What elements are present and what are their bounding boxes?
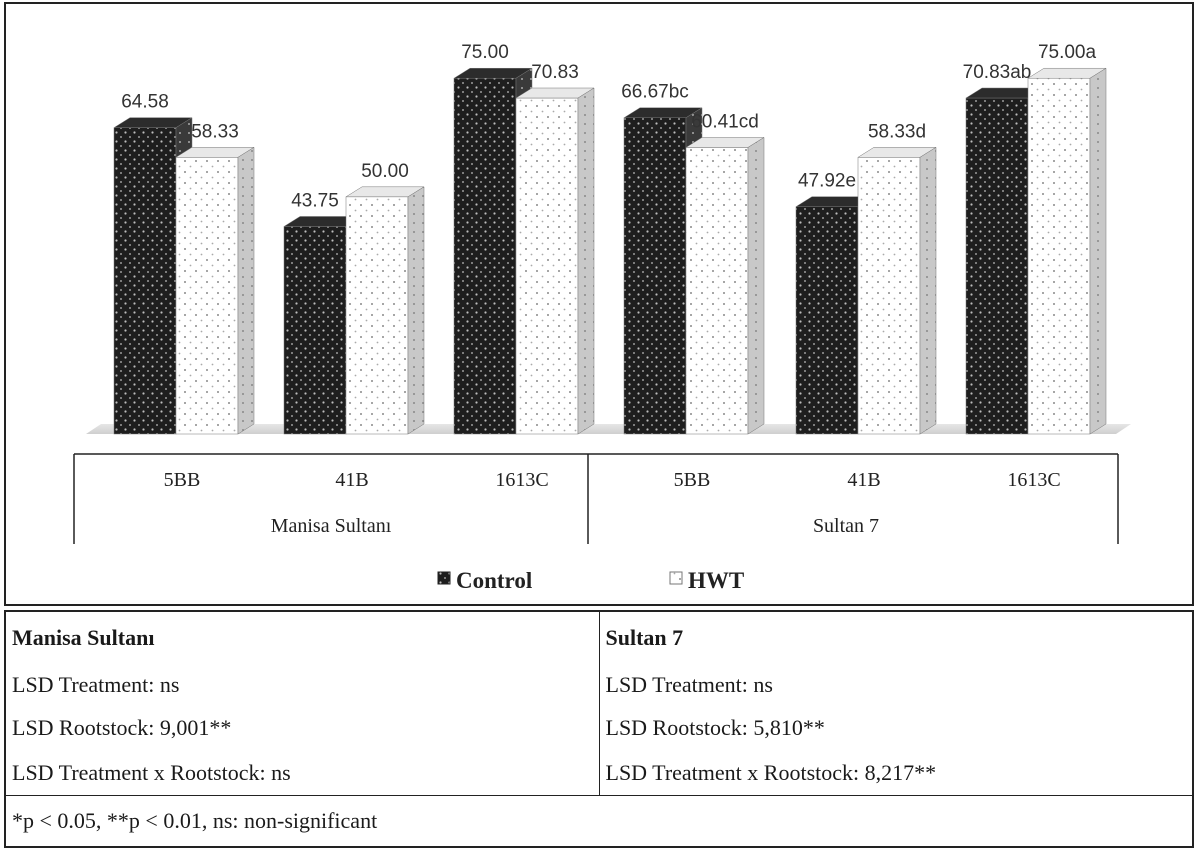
data-label-hwt-4: 58.33d xyxy=(868,121,926,142)
data-label-hwt-0: 58.33 xyxy=(191,121,239,142)
x-tick-label-3: 5BB xyxy=(674,469,711,491)
right-lsd-rootstock: LSD Rootstock: 5,810** xyxy=(598,706,1194,750)
bar-hwt-5 xyxy=(1027,67,1107,435)
data-label-control-1: 43.75 xyxy=(291,190,339,211)
data-label-control-0: 64.58 xyxy=(121,92,169,113)
group-label-1: Sultan 7 xyxy=(813,515,879,537)
bar-hwt-4 xyxy=(857,146,937,435)
group-label-0: Manisa Sultanı xyxy=(271,515,392,537)
bar-hwt-1 xyxy=(345,186,425,435)
table-left-title: Manisa Sultanı xyxy=(4,611,600,664)
legend-swatch-control xyxy=(437,571,451,585)
legend-label-hwt: HWT xyxy=(688,568,744,593)
data-label-control-4: 47.92e xyxy=(798,171,856,192)
legend-item-hwt: HWT xyxy=(669,568,744,593)
x-tick-label-2: 1613C xyxy=(495,469,548,491)
data-label-hwt-1: 50.00 xyxy=(361,161,409,182)
bar-chart: 64.58 58.33 43.75 50.00 75.00 70.83 66.67bc60.… xyxy=(73,42,1131,593)
bar-hwt-3 xyxy=(685,136,765,435)
data-label-control-5: 70.83ab xyxy=(963,62,1032,83)
bar-hwt-0 xyxy=(175,146,255,435)
left-lsd-treatment: LSD Treatment: ns xyxy=(4,663,600,707)
x-tick-label-5: 1613C xyxy=(1007,469,1060,491)
x-tick-label-4: 41B xyxy=(847,469,880,491)
right-lsd-treatment: LSD Treatment: ns xyxy=(598,663,1194,707)
data-label-hwt-3: 60.41cd xyxy=(691,111,759,132)
table-footnote: *p < 0.05, **p < 0.01, ns: non-significa… xyxy=(4,795,1193,847)
left-lsd-interaction: LSD Treatment x Rootstock: ns xyxy=(4,749,600,797)
legend-item-control: Control xyxy=(437,568,532,593)
legend-swatch-hwt xyxy=(669,571,683,585)
left-lsd-rootstock: LSD Rootstock: 9,001** xyxy=(4,706,600,750)
lsd-table: Manisa Sultanı Sultan 7 LSD Treatment: n… xyxy=(4,610,1194,848)
table-right-title: Sultan 7 xyxy=(598,611,1194,664)
data-label-control-3: 66.67bc xyxy=(621,82,689,103)
right-lsd-interaction: LSD Treatment x Rootstock: 8,217** xyxy=(598,749,1194,797)
data-label-control-2: 75.00 xyxy=(461,42,509,63)
chart-frame: 64.58 58.33 43.75 50.00 75.00 70.83 66.67bc 60.… xyxy=(4,2,1194,606)
data-label-hwt-5: 75.00a xyxy=(1038,42,1097,63)
x-tick-label-0: 5BB xyxy=(164,469,201,491)
bar-hwt-2 xyxy=(515,87,595,435)
legend-label-control: Control xyxy=(456,568,532,593)
x-tick-label-1: 41B xyxy=(335,469,368,491)
data-label-hwt-2: 70.83 xyxy=(531,62,579,83)
